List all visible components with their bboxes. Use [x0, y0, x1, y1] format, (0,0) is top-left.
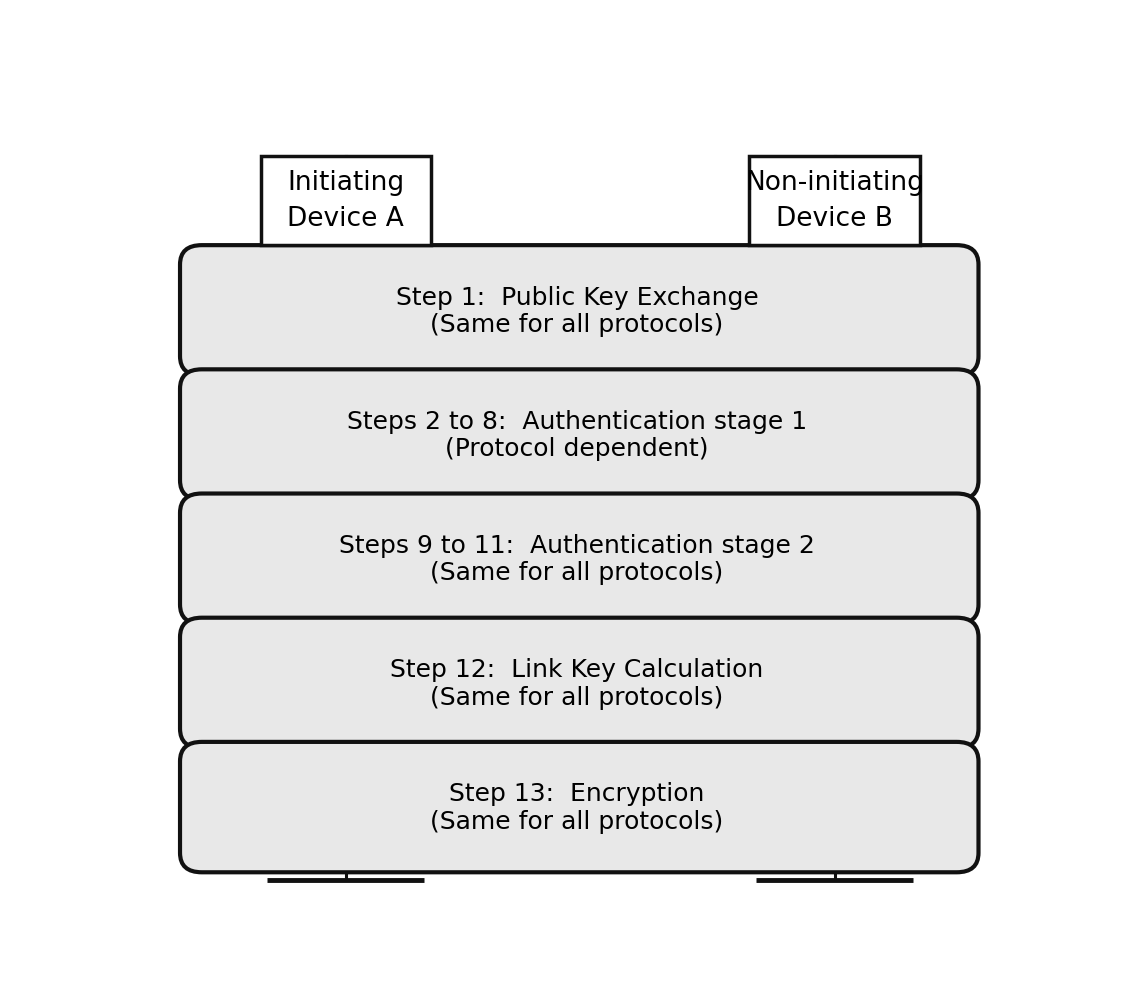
FancyBboxPatch shape [750, 156, 920, 245]
Text: Non-initiating
Device B: Non-initiating Device B [745, 169, 924, 232]
FancyBboxPatch shape [180, 494, 978, 624]
Text: (Same for all protocols): (Same for all protocols) [430, 561, 724, 586]
Text: (Same for all protocols): (Same for all protocols) [430, 685, 724, 710]
FancyBboxPatch shape [180, 245, 978, 376]
FancyBboxPatch shape [261, 156, 431, 245]
Text: (Protocol dependent): (Protocol dependent) [445, 437, 709, 462]
Text: Steps 9 to 11:  Authentication stage 2: Steps 9 to 11: Authentication stage 2 [339, 534, 815, 557]
FancyBboxPatch shape [180, 618, 978, 748]
FancyBboxPatch shape [180, 369, 978, 500]
Text: Step 12:  Link Key Calculation: Step 12: Link Key Calculation [391, 658, 763, 682]
Text: (Same for all protocols): (Same for all protocols) [430, 809, 724, 834]
Text: Steps 2 to 8:  Authentication stage 1: Steps 2 to 8: Authentication stage 1 [347, 409, 807, 433]
Text: Initiating
Device A: Initiating Device A [287, 169, 404, 232]
Text: Step 13:  Encryption: Step 13: Encryption [449, 782, 705, 806]
FancyBboxPatch shape [180, 742, 978, 872]
Text: (Same for all protocols): (Same for all protocols) [430, 313, 724, 337]
Text: Step 1:  Public Key Exchange: Step 1: Public Key Exchange [395, 285, 759, 309]
